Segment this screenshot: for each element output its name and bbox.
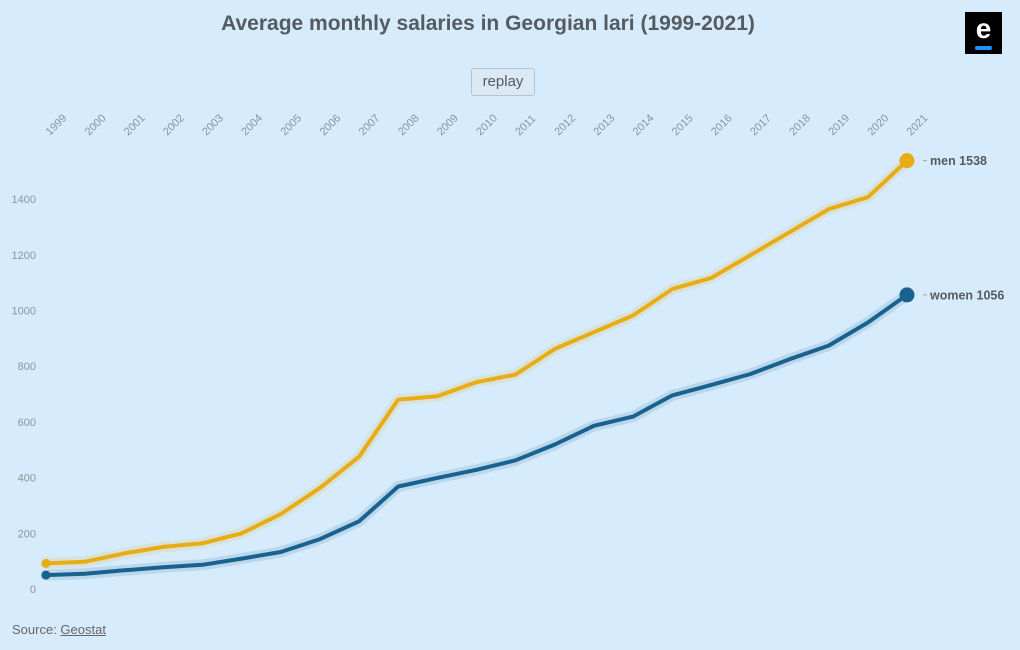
- series-group: men 1538 women 1056: [40, 153, 1004, 581]
- x-tick-label: 2020: [865, 112, 891, 138]
- x-tick-label: 2021: [905, 112, 931, 138]
- series-start-point-women[interactable]: [41, 570, 51, 580]
- x-tick-label: 2018: [787, 112, 813, 138]
- y-tick-label: 1200: [12, 250, 36, 262]
- source-note: Source: Geostat: [12, 622, 106, 637]
- series-end-point-men[interactable]: [899, 153, 915, 169]
- x-tick-label: 2006: [318, 112, 344, 138]
- y-axis: 0 200 400 600 800 1000 1200 1400: [12, 194, 36, 596]
- y-tick-label: 600: [18, 417, 36, 429]
- y-tick-label: 0: [30, 584, 36, 596]
- x-tick-label: 2008: [396, 112, 422, 138]
- x-tick-label: 2010: [474, 112, 500, 138]
- y-tick-label: 1000: [12, 306, 36, 318]
- source-prefix: Source:: [12, 622, 61, 637]
- x-tick-label: 2004: [239, 112, 265, 138]
- series-line-women[interactable]: [44, 292, 909, 578]
- x-tick-label: 2005: [278, 112, 304, 138]
- x-tick-label: 2016: [709, 112, 735, 138]
- x-tick-label: 2003: [200, 112, 226, 138]
- y-tick-label: 1400: [12, 194, 36, 206]
- series-end-label-women: women 1056: [929, 288, 1004, 302]
- x-tick-label: 2019: [826, 112, 852, 138]
- series-end-label-men: men 1538: [930, 154, 987, 168]
- x-tick-label: 2000: [83, 112, 109, 138]
- series-line-men[interactable]: [44, 158, 909, 566]
- series-start-point-men[interactable]: [41, 558, 51, 568]
- series-end-point-women[interactable]: [899, 287, 915, 303]
- x-tick-label: 1999: [44, 112, 70, 138]
- x-axis: 1999 2000 2001 2002 2003 2004 2005 2006 2007 2008…: [44, 112, 931, 138]
- source-link[interactable]: Geostat: [60, 622, 106, 637]
- x-tick-label: 2002: [161, 112, 187, 138]
- x-tick-label: 2013: [592, 112, 618, 138]
- x-tick-label: 2012: [552, 112, 578, 138]
- x-tick-label: 2001: [122, 112, 148, 138]
- x-tick-label: 2014: [631, 112, 657, 138]
- x-tick-label: 2011: [513, 113, 538, 138]
- x-tick-label: 2017: [748, 112, 774, 138]
- eurasianet-e-logo-icon[interactable]: e: [965, 12, 1002, 54]
- x-tick-label: 2015: [670, 112, 696, 138]
- x-tick-label: 2007: [357, 112, 383, 138]
- y-tick-label: 800: [18, 361, 36, 373]
- series-glow-women: [40, 289, 913, 581]
- y-tick-label: 200: [18, 528, 36, 540]
- y-tick-label: 400: [18, 473, 36, 485]
- chart-title: Average monthly salaries in Georgian lar…: [221, 12, 755, 35]
- x-tick-label: 2009: [435, 112, 461, 138]
- replay-button[interactable]: replay: [471, 68, 535, 96]
